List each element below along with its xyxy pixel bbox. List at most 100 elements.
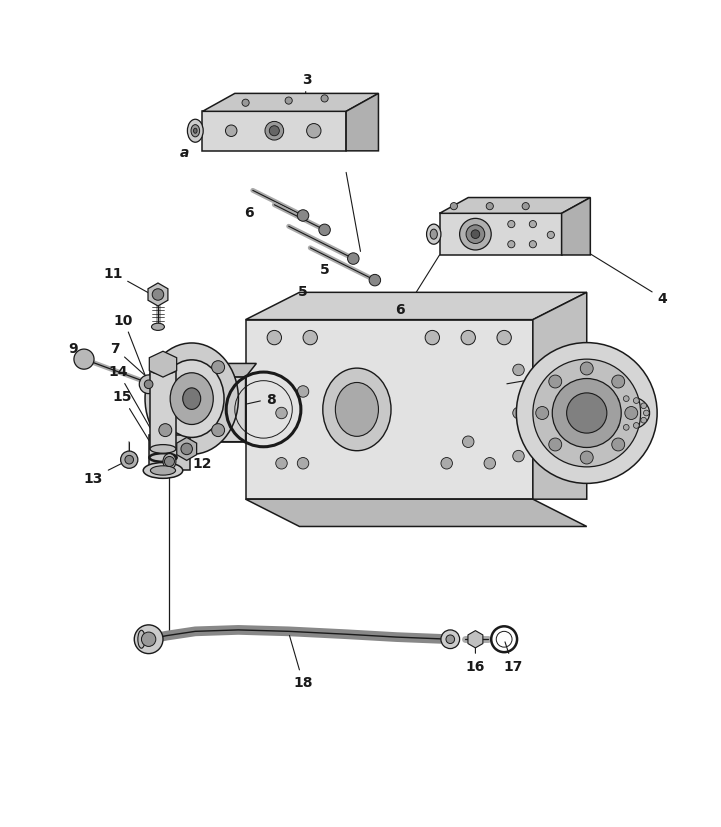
Circle shape	[484, 458, 495, 470]
Polygon shape	[440, 198, 590, 214]
Circle shape	[212, 424, 224, 437]
Circle shape	[348, 254, 359, 265]
Text: 4: 4	[571, 243, 667, 306]
Circle shape	[567, 394, 607, 433]
Circle shape	[522, 203, 529, 211]
Circle shape	[269, 127, 279, 136]
Polygon shape	[468, 631, 483, 648]
Circle shape	[441, 458, 453, 470]
Circle shape	[533, 360, 640, 467]
Circle shape	[275, 458, 287, 470]
Text: 9: 9	[68, 342, 78, 356]
Text: 13: 13	[84, 461, 127, 485]
Circle shape	[611, 438, 624, 452]
Circle shape	[508, 222, 515, 228]
Circle shape	[297, 458, 309, 470]
Circle shape	[643, 411, 649, 416]
Circle shape	[159, 361, 172, 374]
Polygon shape	[203, 112, 346, 151]
Circle shape	[321, 96, 328, 103]
Circle shape	[549, 438, 562, 452]
Text: a: a	[373, 399, 383, 414]
Circle shape	[508, 241, 515, 248]
Text: 18: 18	[289, 636, 313, 690]
Circle shape	[141, 633, 156, 647]
Ellipse shape	[138, 630, 145, 648]
Circle shape	[641, 418, 647, 423]
Circle shape	[641, 404, 647, 409]
Circle shape	[297, 211, 309, 222]
Ellipse shape	[427, 225, 441, 245]
Circle shape	[319, 225, 330, 237]
Circle shape	[513, 408, 524, 419]
Circle shape	[120, 452, 138, 469]
Ellipse shape	[193, 129, 197, 134]
Text: 15: 15	[112, 390, 162, 461]
Circle shape	[624, 396, 629, 402]
Polygon shape	[217, 378, 246, 442]
Polygon shape	[246, 500, 587, 527]
Text: 12: 12	[180, 457, 212, 471]
Circle shape	[497, 331, 511, 346]
Circle shape	[144, 380, 153, 390]
Text: 5: 5	[298, 284, 308, 299]
Circle shape	[516, 343, 657, 484]
Ellipse shape	[191, 126, 200, 137]
Ellipse shape	[151, 466, 175, 476]
Polygon shape	[246, 320, 533, 500]
Circle shape	[139, 375, 158, 394]
Circle shape	[536, 407, 549, 420]
Circle shape	[614, 399, 619, 404]
Polygon shape	[149, 435, 190, 471]
Circle shape	[306, 124, 321, 139]
Circle shape	[267, 331, 281, 346]
Ellipse shape	[430, 230, 438, 240]
Text: 16: 16	[466, 643, 485, 673]
Ellipse shape	[143, 463, 182, 479]
Circle shape	[466, 226, 485, 244]
Circle shape	[461, 331, 475, 346]
Circle shape	[275, 408, 287, 419]
Circle shape	[614, 423, 619, 428]
Ellipse shape	[323, 369, 391, 452]
Ellipse shape	[182, 389, 200, 410]
Circle shape	[634, 423, 640, 428]
Circle shape	[369, 275, 381, 286]
Circle shape	[529, 241, 536, 248]
Circle shape	[159, 424, 172, 437]
Text: 3: 3	[302, 73, 311, 127]
Text: 17: 17	[503, 642, 523, 673]
Ellipse shape	[150, 366, 176, 375]
Circle shape	[606, 418, 611, 423]
Circle shape	[462, 437, 474, 448]
Circle shape	[242, 100, 249, 108]
Polygon shape	[217, 364, 257, 378]
Circle shape	[529, 222, 536, 228]
Polygon shape	[562, 198, 590, 256]
Circle shape	[441, 630, 459, 649]
Text: 8: 8	[209, 392, 275, 413]
Circle shape	[552, 379, 622, 448]
Ellipse shape	[163, 454, 176, 470]
Text: 7: 7	[110, 342, 161, 390]
Text: a: a	[180, 146, 189, 160]
Polygon shape	[177, 437, 197, 461]
Polygon shape	[246, 293, 587, 320]
Polygon shape	[346, 94, 379, 151]
Ellipse shape	[159, 361, 224, 437]
Circle shape	[74, 350, 94, 370]
Polygon shape	[203, 94, 379, 112]
Circle shape	[486, 203, 493, 211]
Circle shape	[297, 386, 309, 398]
Ellipse shape	[145, 343, 239, 455]
Circle shape	[125, 456, 133, 465]
Circle shape	[446, 635, 454, 643]
Circle shape	[624, 425, 629, 431]
Circle shape	[451, 203, 457, 211]
Circle shape	[625, 407, 638, 420]
Circle shape	[425, 331, 440, 346]
Text: 14: 14	[108, 365, 162, 448]
Circle shape	[152, 289, 164, 301]
Text: 6: 6	[395, 303, 404, 317]
Circle shape	[549, 375, 562, 389]
